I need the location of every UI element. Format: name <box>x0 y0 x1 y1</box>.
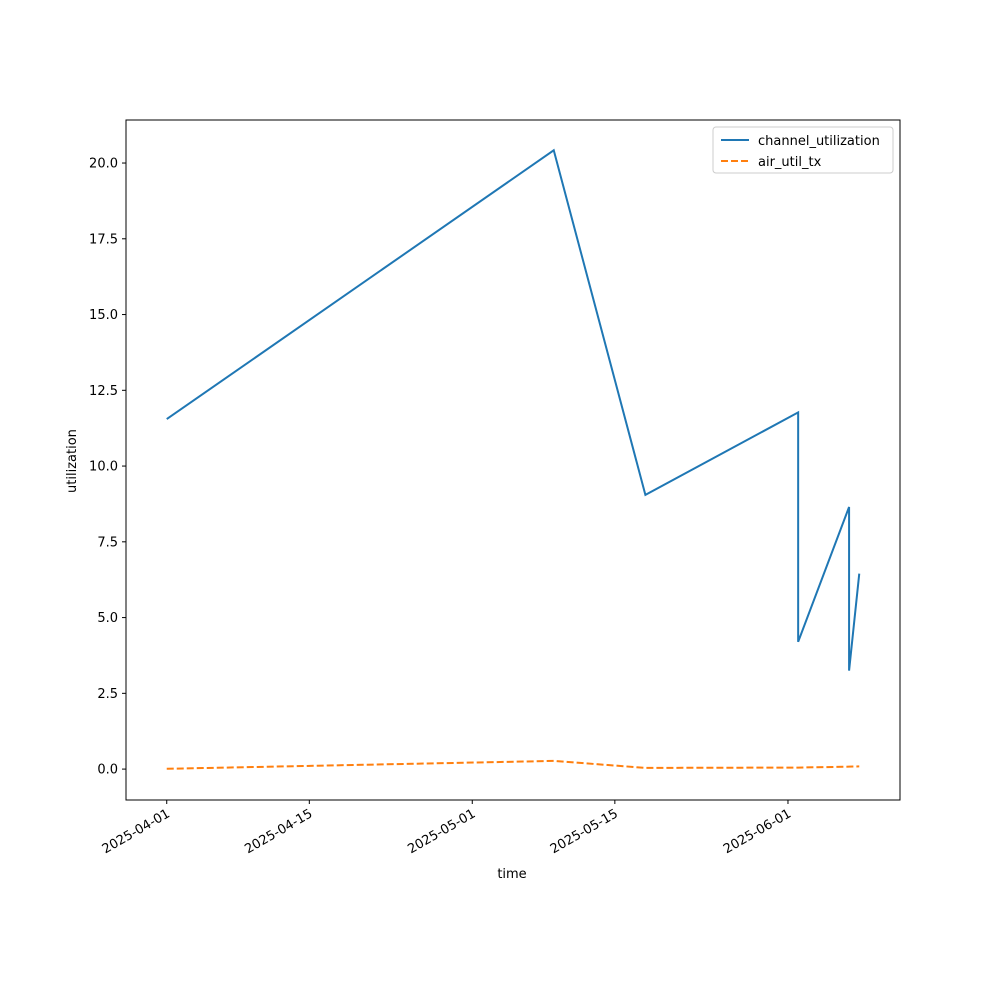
y-tick-label: 12.5 <box>89 384 118 399</box>
legend-label: channel_utilization <box>758 134 880 149</box>
x-tick-label: 2025-06-01 <box>721 806 794 857</box>
x-tick-label: 2025-05-01 <box>405 806 478 857</box>
x-axis-label: time <box>497 867 526 882</box>
x-tick-label: 2025-04-01 <box>100 806 173 857</box>
y-tick-label: 5.0 <box>97 611 118 626</box>
legend-box <box>712 126 894 174</box>
plot-frame <box>125 119 901 801</box>
legend-label: air_util_tx <box>758 155 822 170</box>
y-tick-label: 17.5 <box>89 232 118 247</box>
x-tick-label: 2025-04-15 <box>242 806 315 857</box>
series-line <box>166 148 861 671</box>
y-axis-label: utilization <box>65 429 80 493</box>
x-tick-label: 2025-05-15 <box>548 806 621 857</box>
y-tick-label: 15.0 <box>89 308 118 323</box>
y-tick-label: 10.0 <box>89 460 118 475</box>
y-tick-label: 7.5 <box>97 535 118 550</box>
y-tick-label: 0.0 <box>97 763 118 778</box>
y-tick-label: 2.5 <box>97 687 118 702</box>
y-tick-label: 20.0 <box>89 157 118 172</box>
series-line <box>166 759 860 770</box>
legend: channel_utilization air_util_tx <box>712 126 894 174</box>
